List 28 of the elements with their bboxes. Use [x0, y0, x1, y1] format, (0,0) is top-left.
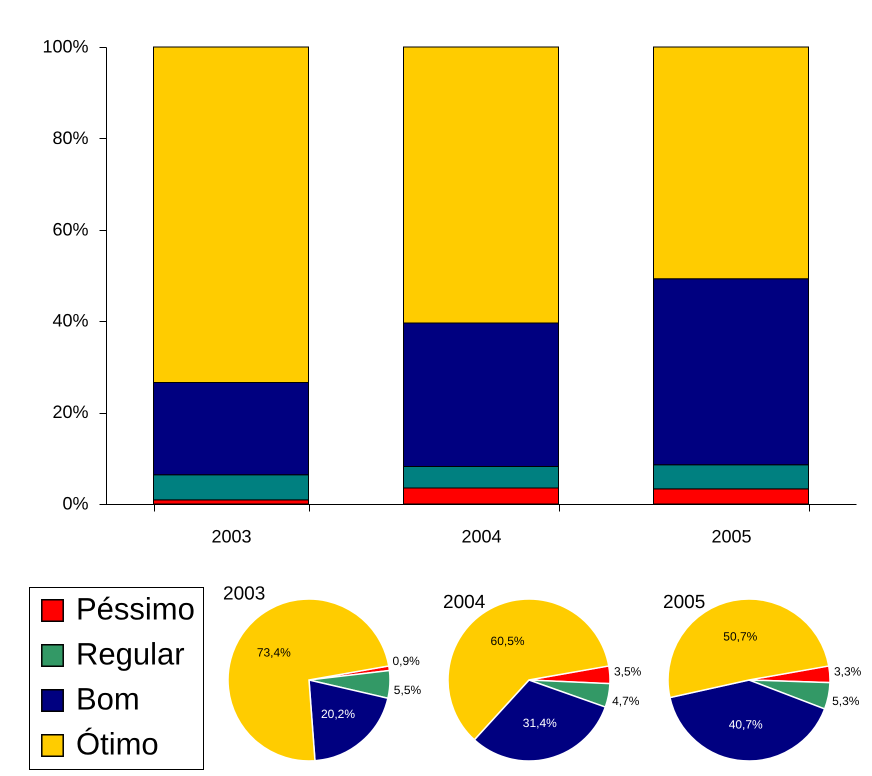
chart-title: 2004 — [443, 592, 486, 613]
data-label: 0,9% — [392, 654, 420, 668]
data-label: 31,4% — [522, 716, 558, 730]
chart-title: 2005 — [663, 592, 706, 613]
data-label: 40,7% — [728, 717, 764, 732]
data-label: 73,4% — [256, 646, 292, 660]
legend-label: Péssimo — [76, 592, 195, 626]
data-label: 3,5% — [614, 664, 642, 679]
chart-title: 2003 — [223, 584, 266, 604]
y-tick-label: 0% — [62, 494, 88, 514]
y-tick-label: 100% — [42, 36, 88, 56]
legend-label: Bom — [76, 682, 140, 716]
data-label: 3,3% — [834, 664, 862, 679]
y-tick-label: 60% — [52, 219, 88, 240]
y-tick-label: 40% — [52, 310, 88, 331]
y-tick-label: 20% — [52, 402, 88, 422]
legend-label: Ótimo — [76, 726, 159, 762]
data-label: 20,2% — [320, 706, 356, 721]
x-tick-label: 2003 — [211, 526, 252, 546]
data-label: 5,3% — [832, 694, 860, 708]
data-label: 4,7% — [612, 694, 640, 708]
x-tick-label: 2005 — [711, 526, 752, 546]
data-label: 60,5% — [490, 634, 525, 648]
data-label: 5,5% — [394, 683, 422, 698]
y-tick-label: 80% — [52, 128, 88, 148]
x-tick-label: 2004 — [461, 526, 502, 546]
legend-label: Regular — [76, 636, 185, 672]
data-label: 50,7% — [723, 629, 758, 644]
